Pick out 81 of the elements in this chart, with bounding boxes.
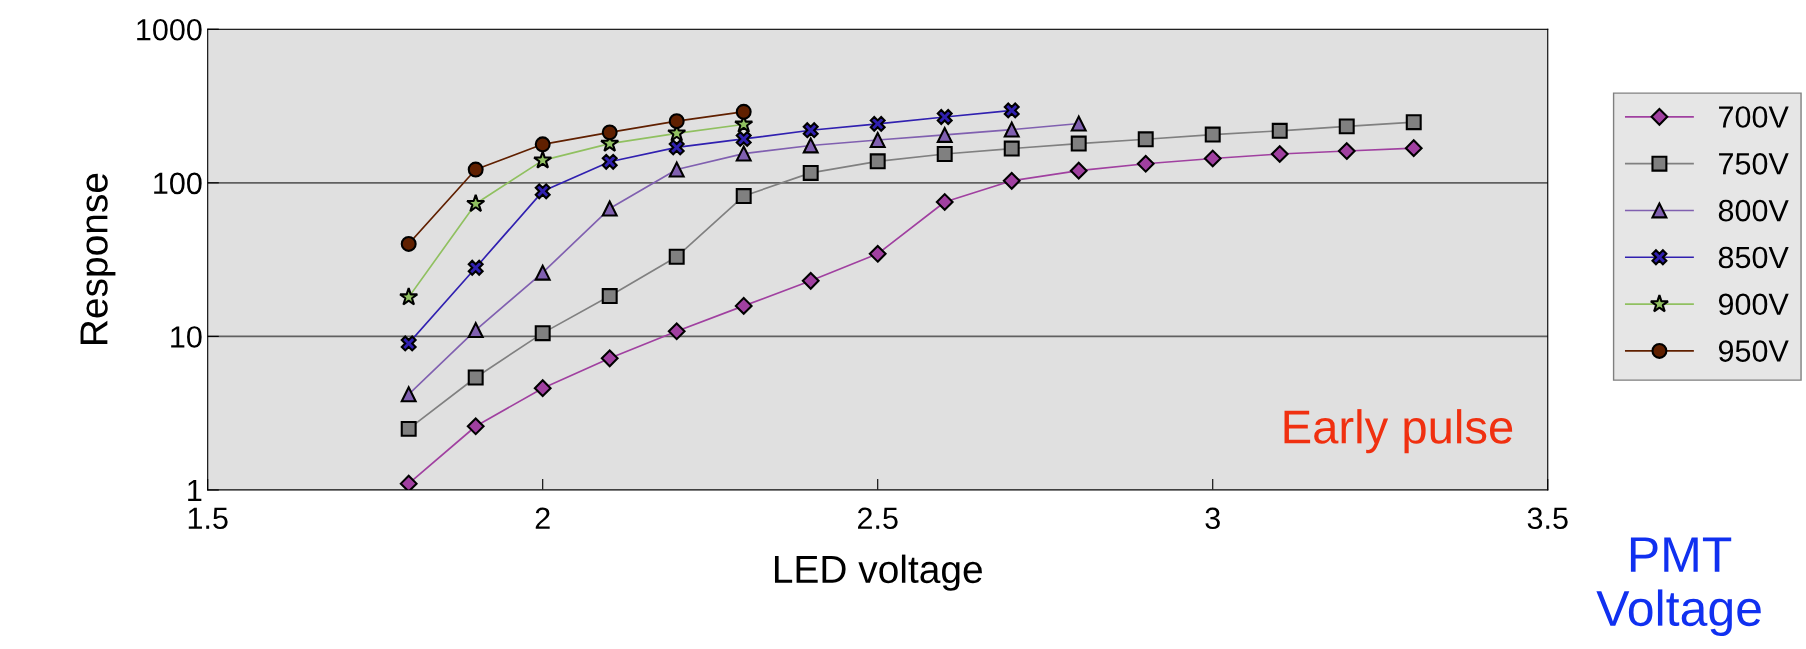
point: [400, 386, 417, 403]
point: [1137, 131, 1154, 148]
legend-label: 750V: [1719, 153, 1789, 175]
point: [533, 379, 552, 398]
point: [1070, 115, 1087, 132]
point: [869, 153, 886, 170]
point: [936, 146, 953, 162]
point: [467, 259, 484, 276]
point: [601, 153, 618, 170]
point: [1002, 171, 1021, 190]
point: [935, 193, 954, 211]
point: [467, 369, 484, 386]
point: [801, 271, 820, 290]
point: [1338, 118, 1355, 135]
x-tick-label: 3: [1205, 507, 1220, 530]
point: [802, 122, 819, 139]
x-tick-label: 2.5: [858, 507, 898, 530]
y-axis-title: Response: [80, 173, 116, 344]
point: [1070, 135, 1087, 152]
y-tick-label: 1: [188, 480, 202, 502]
x-tick-label: 3.5: [1527, 507, 1568, 530]
point: [735, 188, 752, 205]
point: [600, 349, 619, 368]
point: [466, 193, 486, 213]
point: [735, 145, 752, 162]
point: [667, 322, 686, 341]
point: [399, 287, 419, 306]
point: [400, 235, 417, 252]
legend-title: PMT Voltage: [1596, 537, 1761, 637]
point: [1204, 126, 1221, 143]
annotation: Early pulse: [1284, 409, 1513, 454]
point: [1404, 139, 1423, 158]
point: [735, 103, 752, 120]
point: [735, 130, 752, 147]
point: [1069, 161, 1088, 180]
point: [1003, 140, 1020, 157]
legend-label: 950V: [1718, 340, 1789, 362]
point: [467, 161, 484, 178]
point: [601, 124, 618, 141]
point: [534, 325, 551, 342]
point: [869, 115, 886, 132]
point: [1405, 114, 1422, 131]
x-tick-label: 2: [535, 507, 550, 529]
point: [802, 164, 819, 181]
x-tick-label: 1.5: [188, 507, 228, 530]
point: [399, 474, 418, 490]
point: [467, 322, 484, 339]
point: [534, 136, 551, 153]
point: [601, 200, 618, 217]
point: [534, 264, 551, 281]
x-axis-title: LED voltage: [774, 554, 982, 591]
point: [936, 109, 953, 126]
point: [802, 137, 819, 154]
point: [1270, 145, 1289, 163]
point: [668, 161, 685, 178]
legend-label: 850V: [1718, 246, 1789, 269]
point: [466, 417, 485, 436]
point: [1136, 154, 1155, 173]
point: [869, 132, 886, 148]
point: [936, 126, 953, 143]
point: [400, 335, 417, 352]
y-tick-label: 100: [154, 172, 202, 195]
point: [1003, 102, 1020, 119]
point: [1271, 122, 1288, 139]
point: [668, 113, 685, 130]
point: [668, 139, 685, 156]
point: [734, 296, 753, 315]
point: [1337, 142, 1356, 160]
point: [601, 288, 618, 305]
point: [533, 150, 553, 169]
y-tick-label: 1000: [137, 18, 202, 41]
point: [1203, 149, 1222, 168]
point: [668, 248, 685, 265]
legend-label: 900V: [1718, 293, 1789, 316]
point: [1003, 121, 1020, 138]
point: [868, 244, 887, 263]
point: [400, 420, 417, 437]
y-tick-label: 10: [171, 326, 202, 348]
legend-label: 800V: [1718, 199, 1789, 222]
legend-label: 700V: [1719, 106, 1789, 128]
point: [534, 183, 551, 200]
